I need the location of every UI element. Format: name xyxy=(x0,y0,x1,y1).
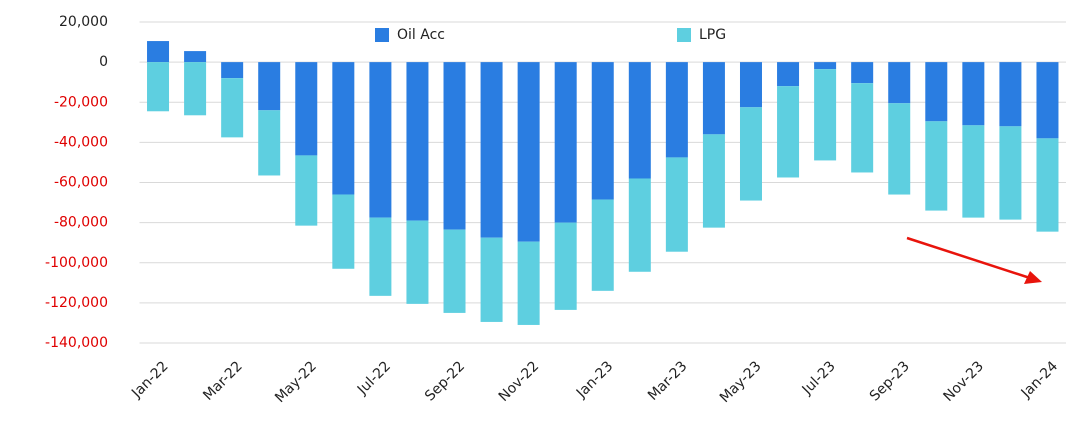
arrow-head xyxy=(1024,271,1042,284)
x-tick-label: May-23 xyxy=(717,358,765,406)
bar-segment xyxy=(851,83,874,173)
bar-segment xyxy=(814,69,837,161)
bar-segment xyxy=(888,62,911,104)
bar-segment xyxy=(777,86,800,178)
y-tick-label: -80,000 xyxy=(54,215,108,231)
legend-swatch xyxy=(677,28,691,42)
bar-segment xyxy=(925,62,948,122)
bar-segment xyxy=(591,199,614,291)
bar-segment xyxy=(221,78,244,138)
bar-segment xyxy=(628,178,651,272)
y-tick-label: -140,000 xyxy=(45,335,108,351)
bar-segment xyxy=(628,62,651,179)
x-tick-label: Mar-22 xyxy=(200,358,246,404)
bar-segment xyxy=(702,134,725,228)
bar-segment xyxy=(443,62,466,230)
y-tick-label: -40,000 xyxy=(54,134,108,150)
x-tick-label: Nov-23 xyxy=(940,358,987,405)
bar-segment xyxy=(999,126,1022,220)
bars xyxy=(147,41,1059,325)
bar-segment xyxy=(443,229,466,313)
bar-segment xyxy=(554,222,577,310)
bar-segment xyxy=(702,62,725,135)
bar-segment xyxy=(999,62,1022,127)
bar-segment xyxy=(295,155,318,226)
bar-segment xyxy=(369,62,392,218)
bar-segment xyxy=(665,62,688,158)
x-tick-label: Sep-23 xyxy=(867,358,913,404)
bar-segment xyxy=(258,62,281,111)
bar-segment xyxy=(814,62,837,70)
y-tick-label: 20,000 xyxy=(59,14,108,30)
bar-segment xyxy=(665,157,688,252)
legend-label: LPG xyxy=(699,27,726,43)
y-tick-label: -120,000 xyxy=(45,295,108,311)
bar-segment xyxy=(517,62,540,242)
bar-segment xyxy=(851,62,874,84)
x-tick-label: Jan-23 xyxy=(573,358,616,401)
bar-segment xyxy=(221,62,244,79)
x-tick-label: Jan-22 xyxy=(128,358,171,401)
bar-segment xyxy=(739,62,762,108)
bar-segment xyxy=(295,62,318,156)
bar-segment xyxy=(480,237,503,322)
bar-segment xyxy=(406,62,429,221)
x-tick-label: Jul-23 xyxy=(799,358,839,398)
bar-segment xyxy=(332,62,355,195)
bar-segment xyxy=(147,41,170,63)
x-tick-label: Sep-22 xyxy=(422,358,468,404)
legend-swatch xyxy=(375,28,389,42)
bar-segment xyxy=(1036,62,1059,139)
bar-segment xyxy=(925,121,948,211)
y-tick-label: -60,000 xyxy=(54,175,108,191)
bar-segment xyxy=(554,62,577,223)
x-tick-label: Jul-22 xyxy=(354,358,394,398)
bar-segment xyxy=(147,62,170,112)
x-tick-label: May-22 xyxy=(272,358,320,406)
trend-arrow xyxy=(906,236,1042,284)
bar-segment xyxy=(962,125,985,218)
bar-segment xyxy=(406,220,429,304)
x-tick-label: Nov-22 xyxy=(496,358,543,405)
bar-segment xyxy=(332,194,355,269)
x-tick-label: Jan-24 xyxy=(1018,358,1062,402)
y-tick-label: -100,000 xyxy=(45,255,108,271)
bar-segment xyxy=(184,51,207,63)
bar-segment xyxy=(591,62,614,200)
bar-segment xyxy=(739,107,762,201)
bar-segment xyxy=(1036,138,1059,232)
bar-segment xyxy=(888,103,911,195)
bar-segment xyxy=(962,62,985,126)
bar-segment xyxy=(777,62,800,87)
legend-label: Oil Acc xyxy=(397,27,445,43)
bar-segment xyxy=(480,62,503,238)
y-tick-label: -20,000 xyxy=(54,94,108,110)
bar-segment xyxy=(184,62,207,116)
x-tick-label: Mar-23 xyxy=(645,358,691,404)
bar-segment xyxy=(369,217,392,296)
bar-segment xyxy=(258,110,281,176)
arrow-line xyxy=(906,236,1031,280)
bar-segment xyxy=(517,241,540,325)
y-tick-label: 0 xyxy=(99,54,108,70)
